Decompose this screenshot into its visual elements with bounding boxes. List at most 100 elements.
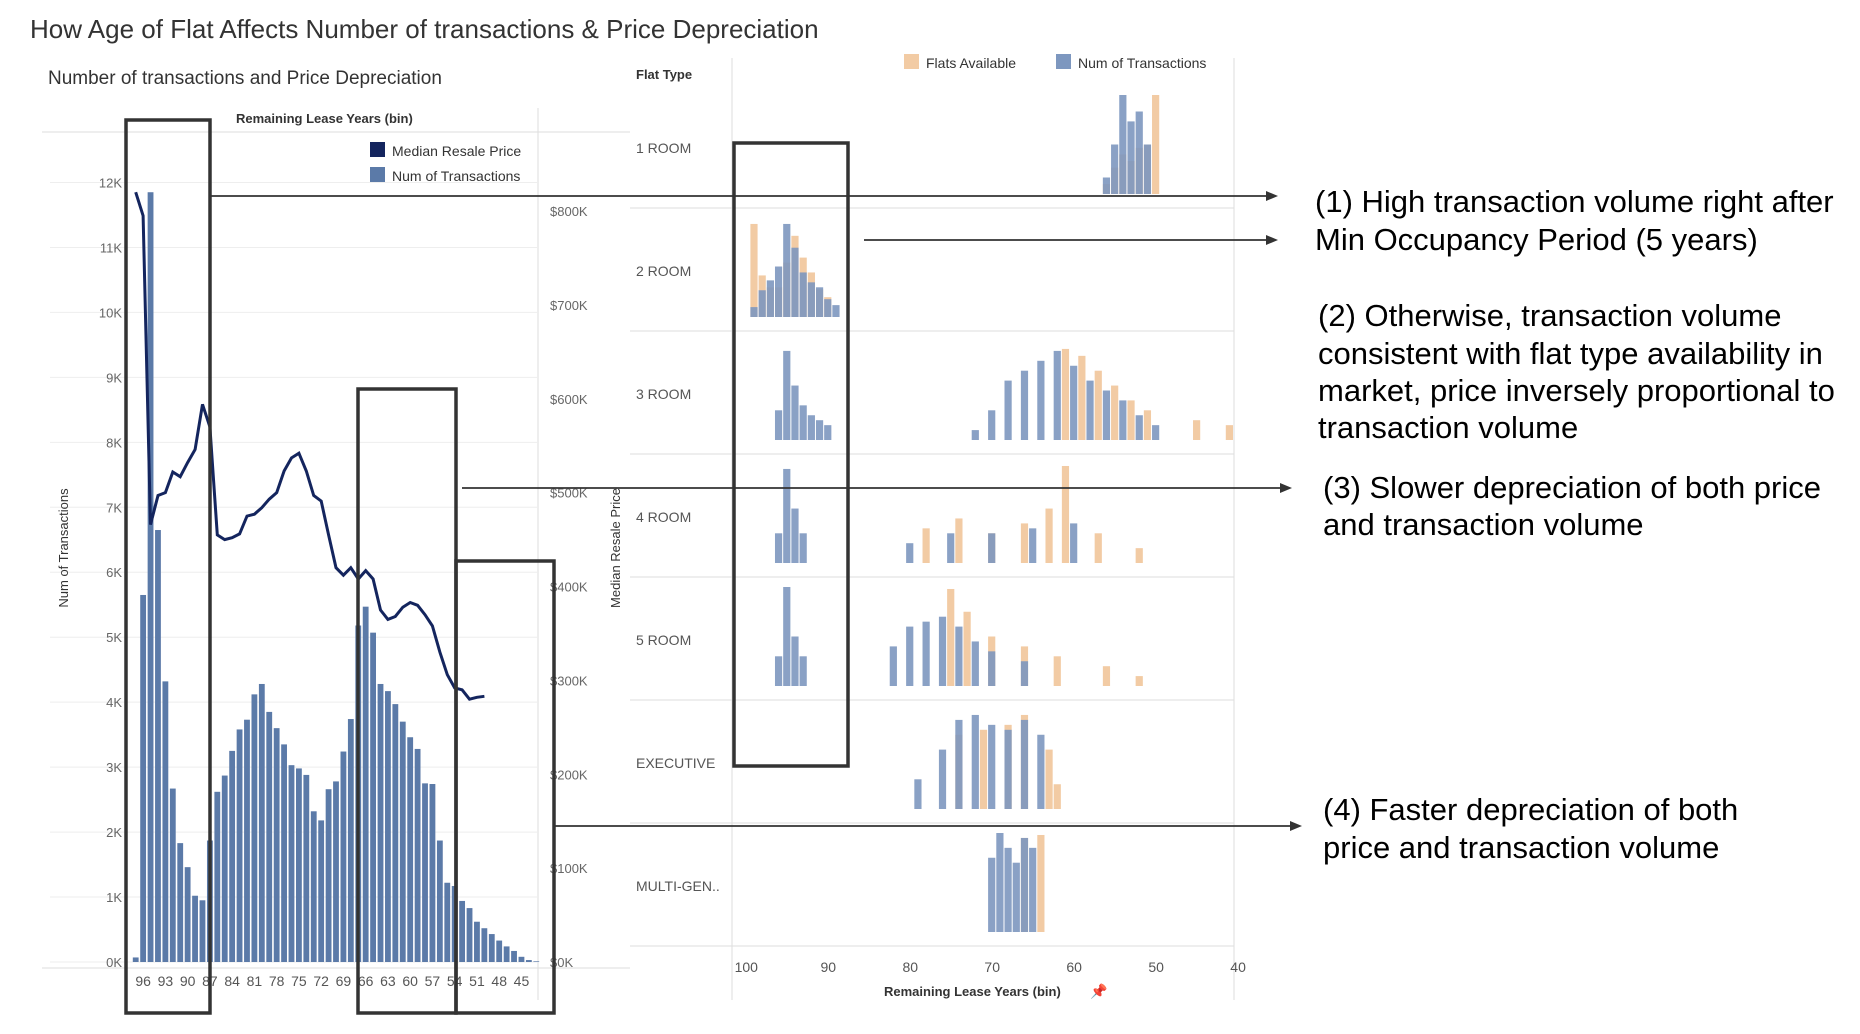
y2-tick-label: $200K <box>550 767 588 782</box>
y-tick-label: 10K <box>99 305 122 320</box>
right-chart-x-axis-label: Remaining Lease Years (bin) <box>884 984 1061 999</box>
transaction-bar <box>518 956 525 962</box>
transaction-bar <box>783 468 791 563</box>
available-bar <box>1053 656 1061 686</box>
transaction-bar <box>303 774 310 962</box>
median-price-line <box>134 191 485 701</box>
transaction-bar <box>318 820 325 962</box>
x-tick-label: 60 <box>1066 959 1082 975</box>
transaction-bar <box>244 719 250 962</box>
transaction-bar <box>1020 661 1029 686</box>
annotation-1: (1) High transaction volume right after … <box>1315 184 1834 257</box>
x-tick-label: 70 <box>984 959 1000 975</box>
x-tick-label: 63 <box>380 973 396 989</box>
y-tick-label: 1K <box>106 890 122 905</box>
flat-type-row: 1 ROOM <box>630 95 1234 209</box>
x-tick-label: 48 <box>491 973 507 989</box>
y-tick-label: 0K <box>106 955 122 970</box>
transaction-bar <box>1004 729 1012 809</box>
available-bar <box>979 729 988 809</box>
legend-swatch-transactions <box>370 167 385 182</box>
transaction-bar <box>169 788 176 962</box>
transaction-bar <box>474 921 480 962</box>
transaction-bar <box>1012 862 1020 932</box>
row-label: 1 ROOM <box>636 140 691 156</box>
transaction-bar <box>392 704 399 962</box>
transaction-bar <box>377 683 384 962</box>
y-tick-label: 2K <box>106 825 122 840</box>
transaction-bar <box>1029 847 1037 932</box>
x-tick-label: 93 <box>158 973 174 989</box>
transaction-bar <box>1102 390 1111 440</box>
transaction-bar <box>783 350 791 440</box>
transaction-bar <box>971 430 979 440</box>
transaction-bar <box>799 272 807 317</box>
x-tick-label: 81 <box>247 973 263 989</box>
transaction-bar <box>774 410 783 440</box>
available-bar <box>1045 508 1053 563</box>
highlight-box-left-old <box>454 559 556 1015</box>
annotation-2-line-3: market, price inversely proportional to <box>1318 373 1835 408</box>
y-tick-label: 3K <box>106 760 122 775</box>
transaction-bar <box>1037 360 1045 440</box>
x-tick-label: 66 <box>358 973 374 989</box>
available-bar <box>1111 385 1119 440</box>
x-tick-label: 57 <box>425 973 441 989</box>
available-bar <box>750 223 758 317</box>
transaction-bar <box>906 626 914 686</box>
row-label: 5 ROOM <box>636 632 691 648</box>
y-tick-label: 7K <box>106 500 122 515</box>
transaction-bar <box>199 900 206 962</box>
flat-type-row: 3 ROOM <box>630 348 1234 455</box>
transaction-bar <box>774 533 783 563</box>
transaction-bar <box>481 928 488 962</box>
y2-tick-label: $400K <box>550 580 588 595</box>
transaction-bar <box>824 299 832 317</box>
transaction-bar <box>988 410 996 440</box>
transaction-bar <box>815 420 824 440</box>
right-chart-x-axis: 100 90 80 70 60 50 40 <box>735 959 1246 975</box>
x-tick-label: 72 <box>313 973 329 989</box>
available-bar <box>922 528 930 563</box>
y2-tick-label: $100K <box>550 861 588 876</box>
left-chart-title: Number of transactions and Price Depreci… <box>48 68 442 89</box>
y-tick-label: 6K <box>106 565 122 580</box>
available-bar <box>1053 784 1061 809</box>
transaction-bar <box>791 385 799 440</box>
transaction-bar <box>799 405 807 440</box>
x-tick-label: 90 <box>180 973 196 989</box>
x-tick-label: 80 <box>902 959 918 975</box>
x-tick-label: 60 <box>402 973 418 989</box>
transaction-bar <box>273 728 280 962</box>
transaction-bar <box>466 908 473 962</box>
transaction-bar <box>832 305 840 317</box>
available-bar <box>1061 465 1070 563</box>
y-tick-label: 9K <box>106 370 122 385</box>
left-chart-top-axis-label: Remaining Lease Years (bin) <box>236 111 413 126</box>
transaction-bar <box>1135 415 1143 440</box>
annotation-1-line-2: Min Occupancy Period (5 years) <box>1315 222 1758 257</box>
transaction-bar <box>1029 528 1037 563</box>
right-chart-row-header: Flat Type <box>636 67 692 82</box>
y2-tick-label: $0K <box>550 955 573 970</box>
x-tick-label: 90 <box>820 959 836 975</box>
highlight-box-left-recent <box>124 118 212 1015</box>
transaction-bar <box>988 857 996 932</box>
transaction-bar <box>155 530 161 962</box>
transaction-bar <box>1119 95 1127 194</box>
transaction-bar <box>988 533 996 563</box>
flat-type-row: 4 ROOM <box>630 465 1234 578</box>
transaction-bar <box>988 724 996 809</box>
transaction-bar <box>436 840 443 962</box>
highlight-box-right-recent <box>732 141 850 768</box>
y-tick-label: 8K <box>106 435 122 450</box>
transaction-bar <box>266 711 273 962</box>
available-bar <box>1152 95 1160 194</box>
transaction-bar <box>407 737 414 962</box>
transaction-bar <box>1037 734 1045 809</box>
available-bar <box>1102 666 1111 686</box>
right-chart: Flats Available Num of Transactions Flat… <box>630 54 1246 1000</box>
available-bar <box>1135 548 1143 563</box>
transaction-bar <box>1020 719 1029 809</box>
arrow-3-head <box>1280 483 1292 493</box>
